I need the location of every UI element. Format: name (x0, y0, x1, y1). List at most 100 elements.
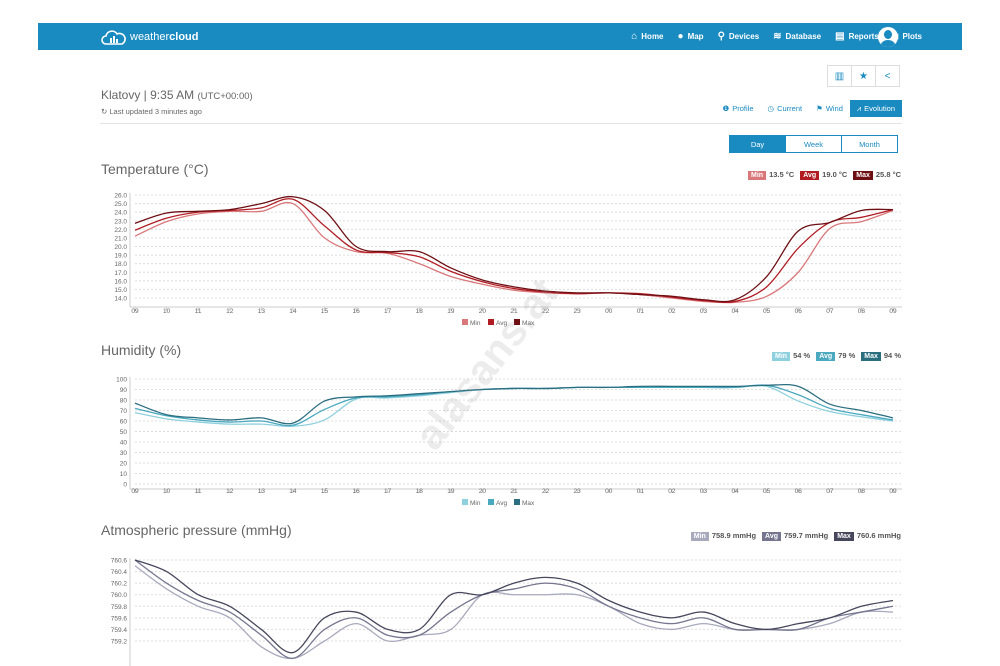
x-tick-label: 01 (637, 488, 645, 495)
y-tick-label: 759.8 (111, 604, 128, 611)
y-tick-label: 30 (120, 450, 128, 457)
chart-stats: Min 758.9 mmHg Avg 759.7 mmHg Max 760.6 mmHg (690, 531, 901, 541)
tab-wind[interactable]: ⚑ Wind (809, 100, 850, 117)
stat-badge: Max (834, 532, 854, 541)
x-tick-label: 21 (510, 488, 518, 495)
legend-swatch[interactable] (514, 319, 520, 325)
stat-badge: Min (690, 532, 709, 541)
tab-profile[interactable]: ❶ Profile (716, 100, 761, 117)
x-tick-label: 15 (321, 308, 329, 315)
x-tick-label: 09 (131, 308, 139, 315)
period-month[interactable]: Month (841, 135, 898, 153)
y-tick-label: 40 (120, 440, 128, 447)
y-tick-label: 760.4 (111, 569, 128, 576)
stat-value: 760.6 mmHg (856, 531, 901, 540)
stat-avg: Avg 79 % (816, 351, 856, 361)
nav-database[interactable]: ≋ Database (773, 31, 821, 42)
legend-swatch[interactable] (488, 499, 494, 505)
nav-map[interactable]: ● Map (678, 31, 704, 42)
bar-chart-button[interactable]: ▥ (827, 65, 852, 87)
nav-label: Plots (902, 32, 922, 41)
legend-label-max[interactable]: Max (522, 320, 535, 327)
x-tick-label: 22 (542, 488, 550, 495)
x-tick-label: 19 (447, 308, 455, 315)
station-title: Klatovy | 9:35 AM (UTC+00:00) (101, 88, 253, 102)
legend-swatch[interactable] (462, 499, 468, 505)
y-tick-label: 10 (120, 471, 128, 478)
x-tick-label: 06 (795, 488, 803, 495)
x-tick-label: 04 (731, 488, 739, 495)
stat-badge: Min (748, 171, 767, 180)
chart-title: Temperature (°C) (101, 161, 209, 177)
period-week[interactable]: Week (785, 135, 842, 153)
star-button[interactable]: ★ (851, 65, 876, 87)
legend-label-avg[interactable]: Avg (496, 320, 507, 327)
stat-badge: Avg (762, 532, 781, 541)
nav-reports[interactable]: ▤ Reports (835, 31, 879, 42)
x-tick-label: 19 (447, 488, 455, 495)
y-tick-label: 18.0 (114, 261, 127, 268)
tab-icon: ⩘ (856, 103, 862, 113)
chart-stats: Min 54 % Avg 79 % Max 94 % (772, 351, 901, 361)
period-day[interactable]: Day (729, 135, 786, 153)
weathercloud-logo[interactable]: weathercloud (101, 28, 198, 46)
legend-swatch[interactable] (462, 319, 468, 325)
x-tick-label: 21 (510, 308, 518, 315)
home-icon: ⌂ (631, 31, 638, 42)
series-line-min (134, 201, 894, 304)
y-tick-label: 759.2 (111, 639, 128, 646)
divider (100, 123, 902, 124)
legend-swatch[interactable] (514, 499, 520, 505)
series-line-max (134, 559, 894, 654)
x-tick-label: 23 (574, 488, 582, 495)
tab-label: Profile (732, 104, 754, 113)
y-tick-label: 50 (120, 429, 128, 436)
stat-value: 79 % (838, 351, 856, 360)
x-tick-label: 05 (763, 308, 771, 315)
share-button[interactable]: < (875, 65, 900, 87)
series-line-avg (134, 559, 894, 660)
y-tick-label: 23.0 (114, 218, 127, 225)
logo-text-bold: cloud (169, 31, 199, 43)
x-tick-label: 20 (479, 488, 487, 495)
cloud-logo-icon (101, 30, 126, 45)
y-tick-label: 17.0 (114, 270, 127, 277)
tab-icon: ⚑ (816, 104, 823, 113)
x-tick-label: 08 (858, 308, 866, 315)
x-tick-label: 09 (889, 308, 897, 315)
y-tick-label: 19.0 (114, 253, 127, 260)
refresh-icon: ↻ (101, 107, 110, 116)
y-tick-label: 60 (120, 419, 128, 426)
x-tick-label: 06 (795, 308, 803, 315)
legend-label-avg[interactable]: Avg (496, 500, 507, 507)
x-tick-label: 14 (289, 308, 297, 315)
x-tick-label: 03 (700, 308, 708, 315)
nav-devices[interactable]: ⚲ Devices (718, 31, 760, 42)
legend-label-min[interactable]: Min (470, 320, 481, 327)
y-tick-label: 100 (116, 377, 127, 384)
stat-max: Max 760.6 mmHg (834, 531, 901, 541)
logo-text-light: weather (130, 31, 170, 43)
globe-icon: ● (677, 31, 684, 42)
legend-label-max[interactable]: Max (522, 500, 535, 507)
tab-current[interactable]: ◷ Current (761, 100, 810, 117)
tab-label: Evolution (864, 104, 895, 113)
nav-label: Devices (728, 32, 760, 41)
user-avatar[interactable] (878, 27, 898, 47)
x-tick-label: 07 (826, 308, 834, 315)
x-tick-label: 20 (479, 308, 487, 315)
x-tick-label: 08 (858, 488, 866, 495)
x-tick-label: 12 (226, 308, 234, 315)
nav-home[interactable]: ⌂ Home (631, 31, 663, 42)
y-tick-label: 760.2 (111, 581, 128, 588)
y-tick-label: 16.0 (114, 278, 127, 285)
tab-evolution[interactable]: ⩘ Evolution (849, 100, 902, 117)
x-tick-label: 15 (321, 488, 329, 495)
legend-swatch[interactable] (488, 319, 494, 325)
x-tick-label: 13 (258, 308, 266, 315)
legend-label-min[interactable]: Min (470, 500, 481, 507)
last-updated: ↻ Last updated 3 minutes ago (101, 107, 202, 116)
x-tick-label: 18 (416, 308, 424, 315)
x-tick-label: 18 (416, 488, 424, 495)
